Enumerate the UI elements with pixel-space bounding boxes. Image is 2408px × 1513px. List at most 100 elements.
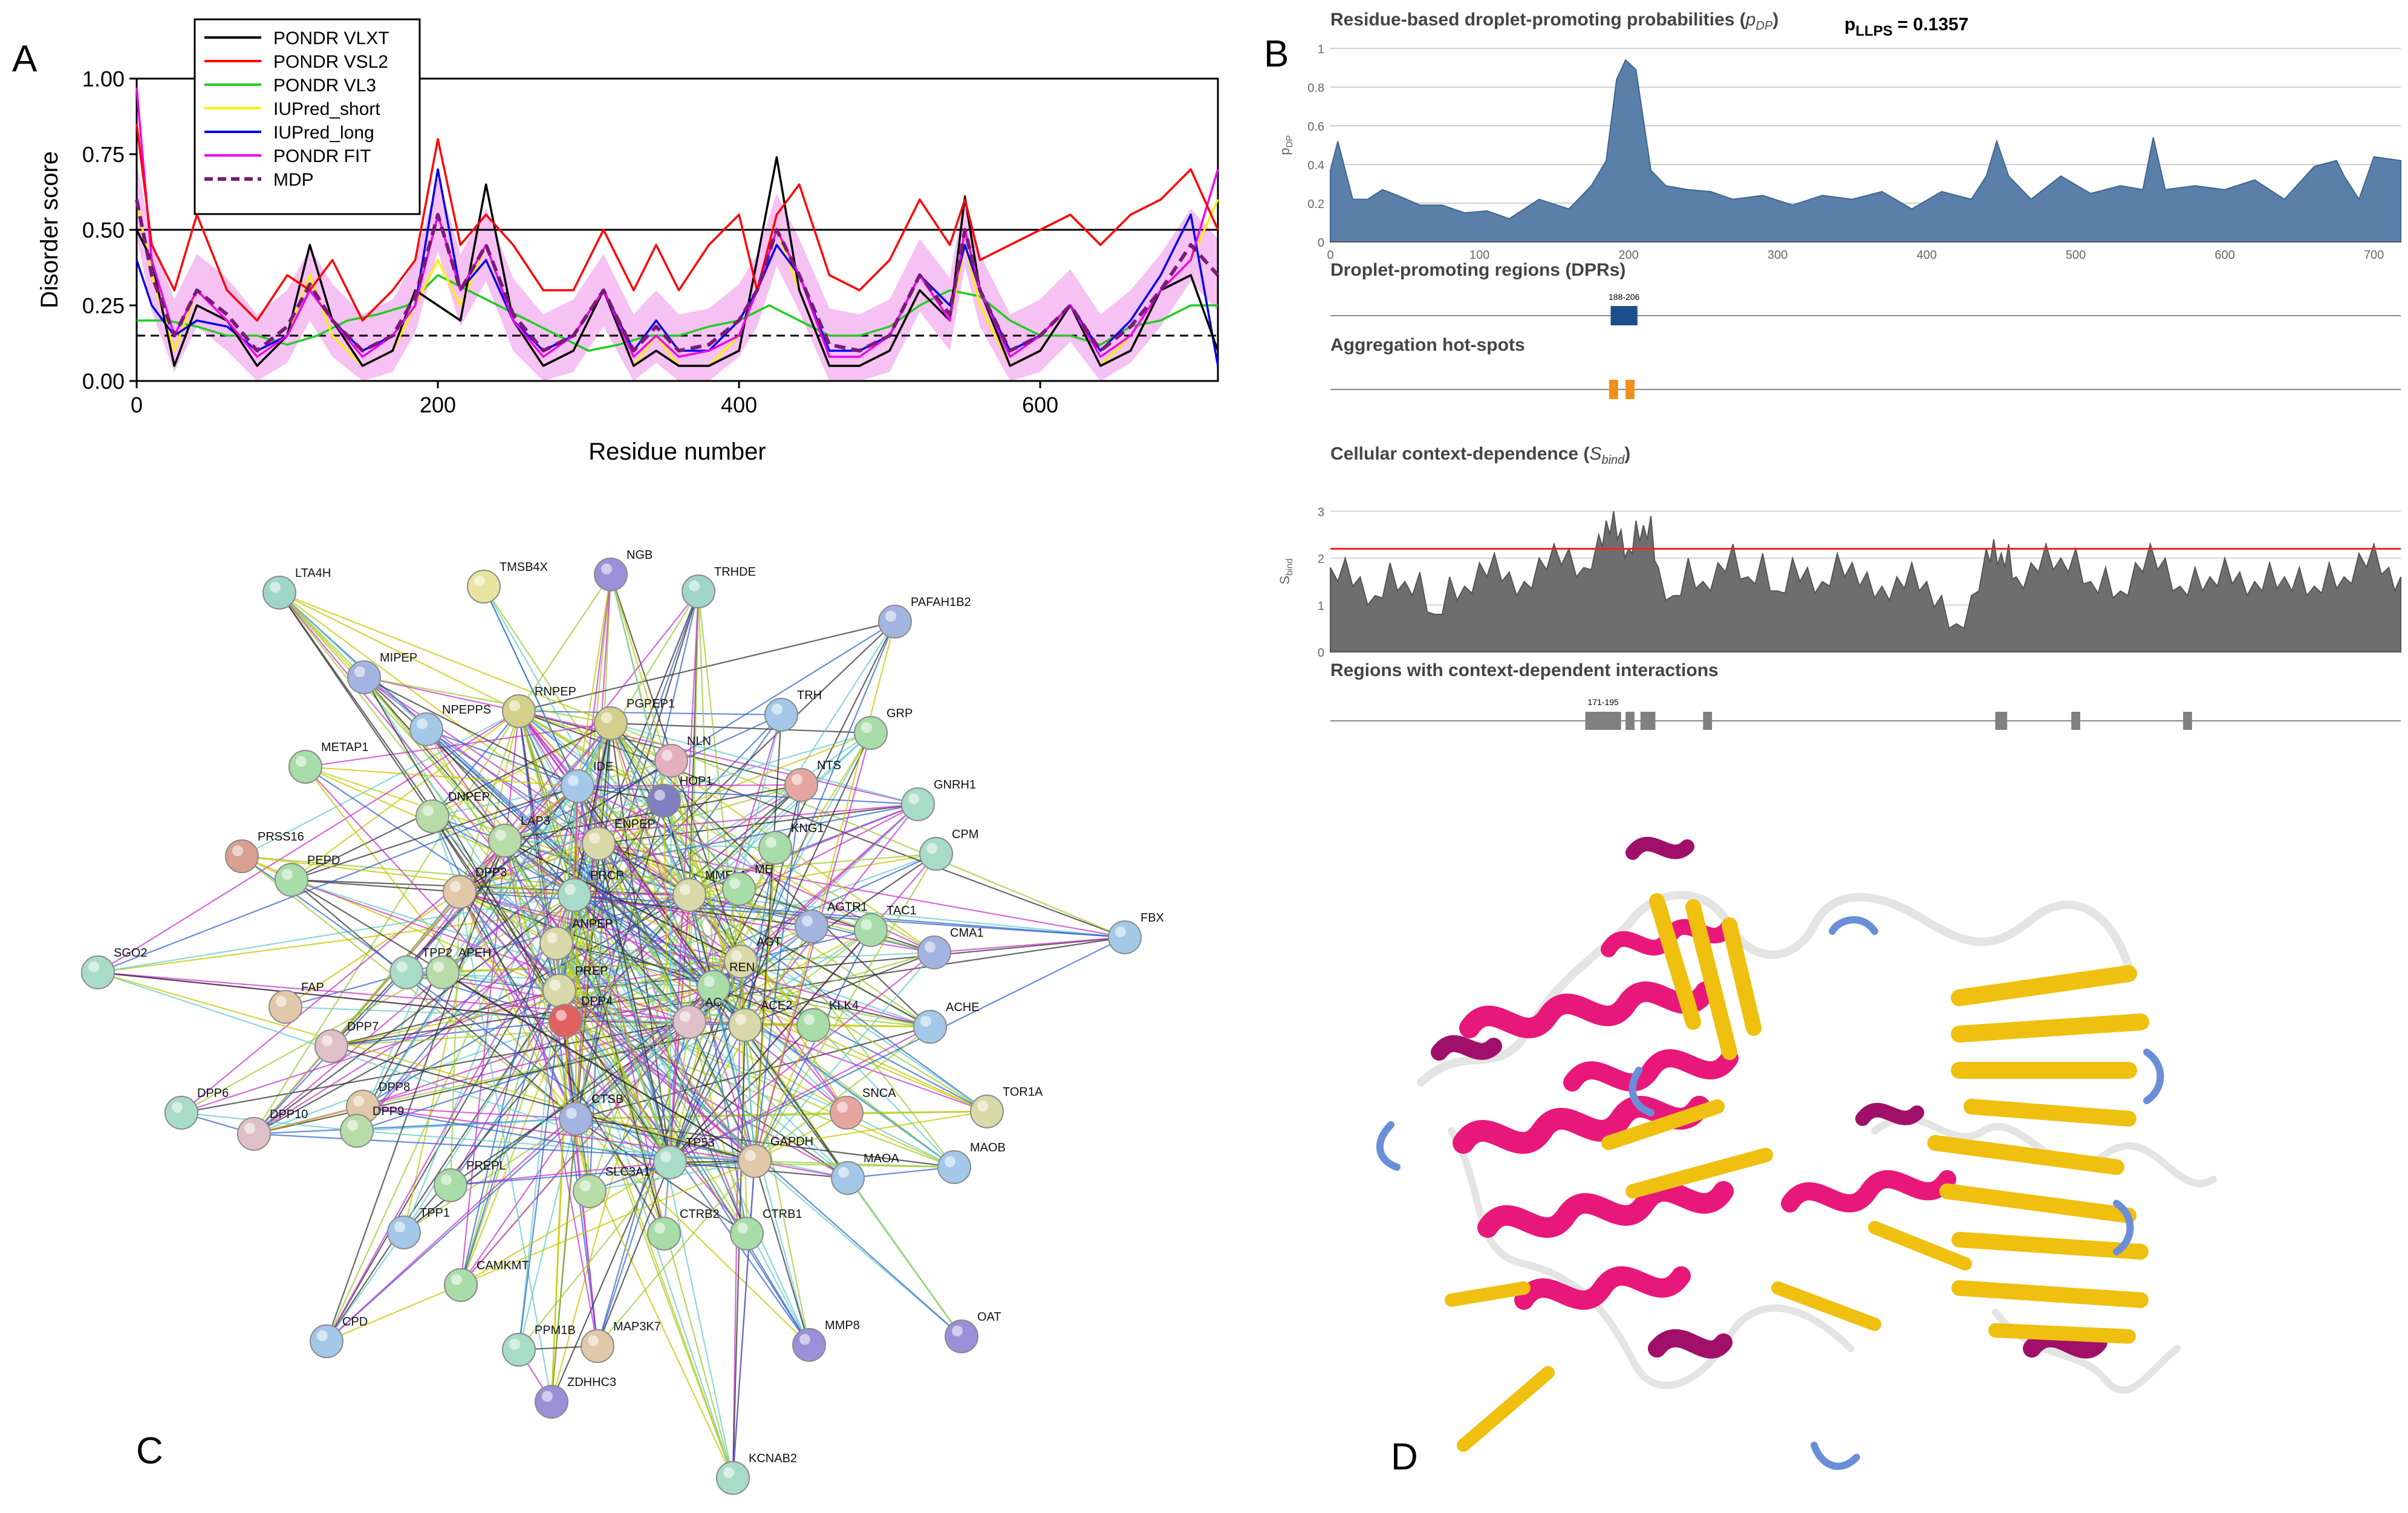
node-label: AGT (757, 935, 781, 949)
network-edge (253, 1020, 566, 1135)
network-edge (442, 972, 755, 1162)
node-label: LAP3 (521, 815, 550, 828)
network-edge (754, 929, 871, 1162)
node-circle (415, 799, 449, 833)
node-label: DNPEP (448, 790, 490, 804)
mdp-error-band (137, 163, 1218, 381)
network-edge (362, 1105, 755, 1162)
node-highlight (509, 700, 520, 711)
node-circle (758, 831, 792, 865)
network-node-fap: FAP (268, 981, 324, 1024)
node-circle (558, 878, 591, 912)
node-circle (901, 787, 935, 821)
node-label: METAP1 (321, 741, 369, 754)
network-edge (744, 784, 802, 1026)
ribbon-helix (1477, 1181, 1734, 1238)
node-highlight (654, 790, 665, 801)
node-label: DPP7 (347, 1020, 379, 1033)
panel-label-d: D (1391, 1436, 1418, 1478)
node-highlight (952, 1326, 963, 1336)
x-tick-label: 400 (721, 392, 757, 417)
network-edge (279, 592, 506, 841)
x-tick-label: 600 (1022, 392, 1058, 417)
node-label: SLC3A1 (605, 1165, 651, 1179)
node-circle (434, 1168, 467, 1202)
node-circle (917, 935, 951, 969)
network-edge (504, 839, 776, 849)
network-edge (305, 766, 576, 1119)
network-edge (363, 676, 611, 724)
network-edge (847, 1166, 955, 1179)
network-edge (362, 1105, 576, 1120)
ribbon-sheet (1649, 893, 1701, 1030)
network-edge (279, 591, 611, 724)
network-edge (279, 592, 365, 678)
node-circle (594, 706, 628, 740)
node-circle (502, 694, 536, 728)
ribbon-turn (2143, 1049, 2164, 1104)
network-node-lta4h: LTA4H (262, 567, 331, 610)
legend: PONDR VLXT PONDR VSL2 PONDR VL3 IUPred_shor… (194, 18, 421, 215)
ribbon-helix (1781, 1170, 1956, 1212)
ribbon-turn (1376, 1121, 1401, 1171)
network-edge (610, 723, 812, 927)
network-node-tpp1: TPP1 (387, 1206, 450, 1249)
network-node-npepps: NPEPPS (409, 703, 491, 746)
node-label: FBX (1141, 911, 1164, 925)
network-edge (356, 1130, 755, 1162)
dpr-regions: 188-206 (1609, 292, 1640, 325)
node-highlight (172, 1102, 183, 1113)
ribbon-sheet (1685, 899, 1737, 1060)
y-tick-label: 0.75 (82, 142, 125, 167)
node-highlight (908, 793, 919, 804)
network-edge (518, 710, 782, 716)
node-highlight (799, 1334, 810, 1345)
network-edge (363, 677, 566, 1021)
context-region-box (1625, 712, 1635, 730)
legend-label-vl3: PONDR VL3 (273, 76, 376, 96)
network-edge (279, 592, 690, 896)
panel-label-c: C (136, 1430, 163, 1472)
node-highlight (397, 961, 408, 972)
network-edge (663, 800, 671, 1163)
sbind-y-label: Sbind (1277, 558, 1295, 584)
node-circle (945, 1319, 978, 1353)
node-circle (444, 1268, 478, 1302)
node-label: CPM (952, 828, 978, 841)
network-node-pgpep1: PGPEP1 (594, 697, 675, 740)
dp-y-tick: 0 (1318, 236, 1324, 250)
network-edge (753, 1024, 815, 1162)
network-edge (279, 592, 519, 712)
network-node-sgo2: SGO2 (81, 946, 148, 989)
network-edge (518, 711, 599, 844)
network-edge (574, 894, 988, 1112)
node-circle (542, 974, 576, 1007)
node-highlight (680, 884, 691, 895)
node-circle (535, 1385, 568, 1419)
node-highlight (568, 775, 579, 786)
network-node-grp: GRP (854, 707, 913, 750)
network-edge (754, 1112, 847, 1162)
node-circle (795, 909, 828, 943)
network-edge (712, 714, 783, 988)
node-label: TPP1 (420, 1206, 450, 1220)
node-highlight (451, 1274, 462, 1285)
network-node-enpep: ENPEP (582, 818, 656, 861)
network-edge (934, 936, 1125, 954)
node-circle (310, 1324, 343, 1358)
node-label: TAC1 (887, 904, 917, 917)
network-edge (326, 943, 557, 1342)
network-edge (253, 1024, 746, 1135)
network-edge (325, 840, 506, 1342)
node-circle (878, 605, 912, 639)
legend-label-long: IUPred_long (273, 123, 374, 143)
ribbon-sheet (1601, 1099, 1725, 1150)
network-node-snca: SNCA (830, 1087, 896, 1130)
network-edge (732, 1160, 756, 1479)
node-circle (268, 990, 302, 1024)
network-edge (564, 723, 612, 1021)
node-highlight (861, 722, 872, 733)
network-edge (459, 891, 755, 1162)
network-edge (846, 1110, 988, 1114)
network-edge (432, 711, 519, 817)
